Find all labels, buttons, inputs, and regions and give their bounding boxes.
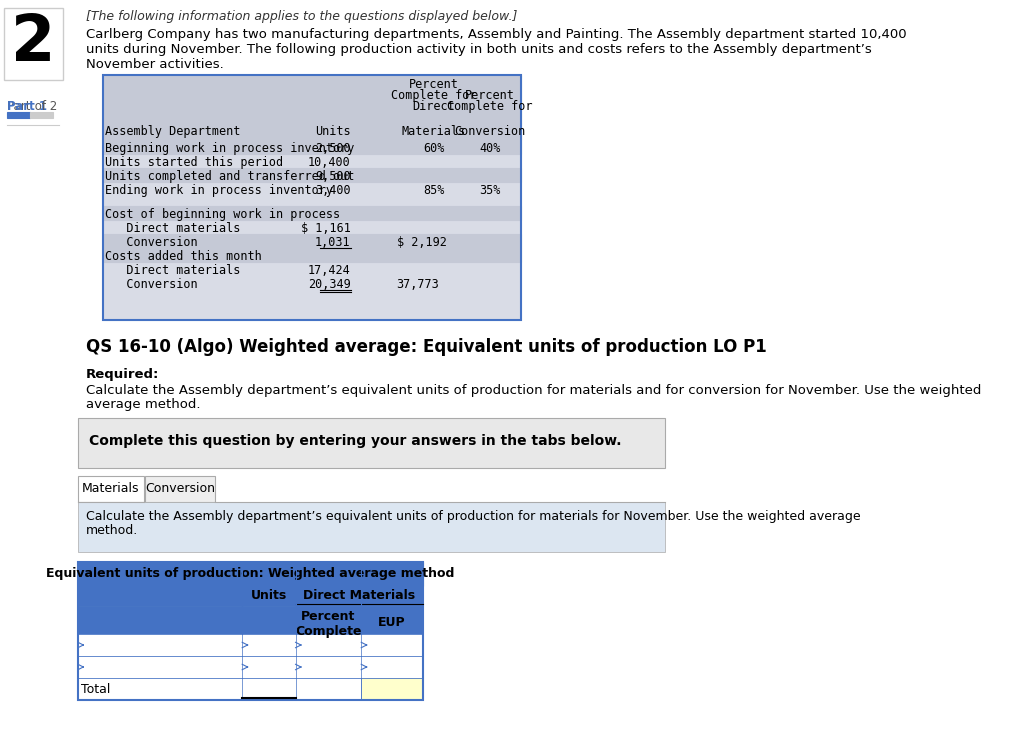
Bar — [30, 112, 52, 118]
Text: Beginning work in process inventory: Beginning work in process inventory — [105, 142, 354, 155]
Text: Materials: Materials — [401, 125, 466, 138]
Bar — [78, 586, 423, 606]
Text: Assembly Department: Assembly Department — [105, 125, 241, 138]
Text: method.: method. — [86, 524, 138, 537]
Bar — [78, 634, 423, 656]
Bar — [78, 418, 666, 468]
Text: $ 2,192: $ 2,192 — [396, 236, 446, 249]
Text: Total: Total — [81, 683, 111, 696]
Text: Materials: Materials — [82, 482, 139, 495]
Text: Units completed and transferred out: Units completed and transferred out — [105, 170, 354, 183]
Text: Ending work in process inventory: Ending work in process inventory — [105, 184, 333, 197]
Text: 2,500: 2,500 — [315, 142, 350, 155]
Bar — [102, 168, 521, 182]
Text: November activities.: November activities. — [86, 58, 224, 71]
Text: Conversion: Conversion — [455, 125, 526, 138]
Text: 60%: 60% — [423, 142, 444, 155]
Text: 1,031: 1,031 — [315, 236, 350, 249]
Bar — [102, 234, 521, 248]
Text: 3,400: 3,400 — [315, 184, 350, 197]
Bar — [102, 206, 521, 220]
Text: Direct materials: Direct materials — [105, 222, 241, 235]
Text: Units started this period: Units started this period — [105, 156, 284, 169]
Text: 17,424: 17,424 — [308, 264, 350, 277]
Text: Conversion: Conversion — [105, 278, 198, 291]
Bar — [6, 112, 30, 118]
Bar — [78, 562, 423, 586]
Text: Percent
Complete: Percent Complete — [295, 610, 361, 638]
Text: Complete for: Complete for — [391, 89, 476, 102]
Text: 9,500: 9,500 — [315, 170, 350, 183]
Text: Complete this question by entering your answers in the tabs below.: Complete this question by entering your … — [89, 434, 622, 448]
Text: Conversion: Conversion — [105, 236, 198, 249]
Text: Cost of beginning work in process: Cost of beginning work in process — [105, 208, 340, 221]
Bar — [361, 678, 423, 700]
Bar — [78, 562, 423, 700]
Bar — [102, 140, 521, 154]
Text: units during November. The following production activity in both units and costs: units during November. The following pro… — [86, 43, 872, 56]
Text: 35%: 35% — [479, 184, 501, 197]
Text: 40%: 40% — [479, 142, 501, 155]
Text: Direct: Direct — [413, 100, 455, 113]
Bar — [78, 476, 143, 502]
Bar — [78, 606, 423, 634]
Bar — [102, 248, 521, 262]
Bar — [145, 476, 215, 502]
Text: Complete for: Complete for — [447, 100, 532, 113]
Bar — [102, 75, 521, 320]
Text: Calculate the Assembly department’s equivalent units of production for materials: Calculate the Assembly department’s equi… — [86, 384, 982, 397]
Text: Units: Units — [251, 589, 287, 602]
Text: Part: Part — [6, 100, 34, 113]
Bar — [78, 656, 423, 678]
Text: 85%: 85% — [423, 184, 444, 197]
Text: Direct Materials: Direct Materials — [303, 589, 416, 602]
Bar — [102, 75, 521, 320]
Text: Required:: Required: — [86, 368, 160, 381]
Bar — [4, 8, 63, 80]
Text: $ 1,161: $ 1,161 — [301, 222, 350, 235]
Text: [The following information applies to the questions displayed below.]: [The following information applies to th… — [86, 10, 517, 23]
Text: EUP: EUP — [378, 616, 406, 629]
Text: average method.: average method. — [86, 398, 201, 411]
Text: Percent: Percent — [409, 78, 459, 91]
Text: Calculate the Assembly department’s equivalent units of production for materials: Calculate the Assembly department’s equi… — [86, 510, 861, 523]
Text: Conversion: Conversion — [144, 482, 215, 495]
Text: Equivalent units of production: Weighted average method: Equivalent units of production: Weighted… — [46, 567, 455, 580]
Text: 2: 2 — [11, 12, 56, 74]
Text: Units: Units — [315, 125, 350, 138]
Text: of 2: of 2 — [31, 100, 57, 113]
Bar — [78, 678, 423, 700]
Bar — [78, 502, 666, 552]
Text: Percent: Percent — [465, 89, 515, 102]
Text: Carlberg Company has two manufacturing departments, Assembly and Painting. The A: Carlberg Company has two manufacturing d… — [86, 28, 907, 41]
Text: QS 16-10 (Algo) Weighted average: Equivalent units of production LO P1: QS 16-10 (Algo) Weighted average: Equiva… — [86, 338, 767, 356]
Text: Direct materials: Direct materials — [105, 264, 241, 277]
Bar — [102, 75, 521, 140]
Text: 20,349: 20,349 — [308, 278, 350, 291]
Text: 37,773: 37,773 — [396, 278, 439, 291]
Text: Part 1: Part 1 — [6, 100, 46, 113]
Text: Costs added this month: Costs added this month — [105, 250, 262, 263]
Text: 10,400: 10,400 — [308, 156, 350, 169]
